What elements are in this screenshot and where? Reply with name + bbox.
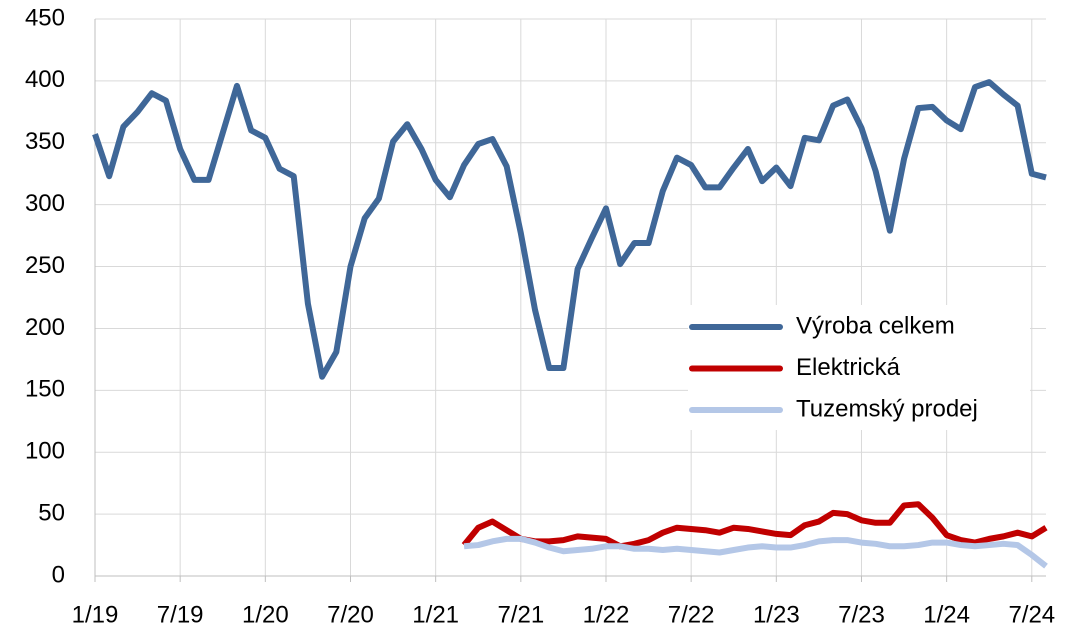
- x-tick-label: 7/19: [157, 601, 204, 628]
- x-tick-label: 1/24: [923, 601, 970, 628]
- x-tick-label: 1/22: [583, 601, 630, 628]
- y-tick-label: 450: [25, 4, 65, 31]
- y-tick-label: 350: [25, 128, 65, 155]
- y-tick-label: 200: [25, 314, 65, 341]
- y-tick-label: 150: [25, 376, 65, 403]
- x-tick-label: 1/23: [753, 601, 800, 628]
- x-tick-label: 7/20: [327, 601, 374, 628]
- x-tick-label: 1/20: [242, 601, 289, 628]
- y-tick-label: 50: [38, 499, 65, 526]
- x-tick-label: 1/21: [412, 601, 459, 628]
- series-line: [463, 535, 1048, 569]
- series-line: [92, 79, 1047, 380]
- y-tick-label: 100: [25, 438, 65, 465]
- legend-label: Tuzemský prodej: [796, 395, 978, 422]
- x-tick-label: 7/23: [838, 601, 885, 628]
- legend-label: Elektrická: [796, 354, 901, 381]
- x-tick-label: 1/19: [72, 601, 119, 628]
- y-tick-label: 250: [25, 252, 65, 279]
- legend-label: Výroba celkem: [796, 312, 955, 339]
- y-tick-label: 400: [25, 66, 65, 93]
- x-tick-label: 7/22: [668, 601, 715, 628]
- x-tick-label: 7/21: [497, 601, 544, 628]
- y-tick-label: 300: [25, 190, 65, 217]
- series-line: [461, 501, 1048, 550]
- y-tick-label: 0: [52, 561, 65, 588]
- x-tick-label: 7/24: [1008, 601, 1055, 628]
